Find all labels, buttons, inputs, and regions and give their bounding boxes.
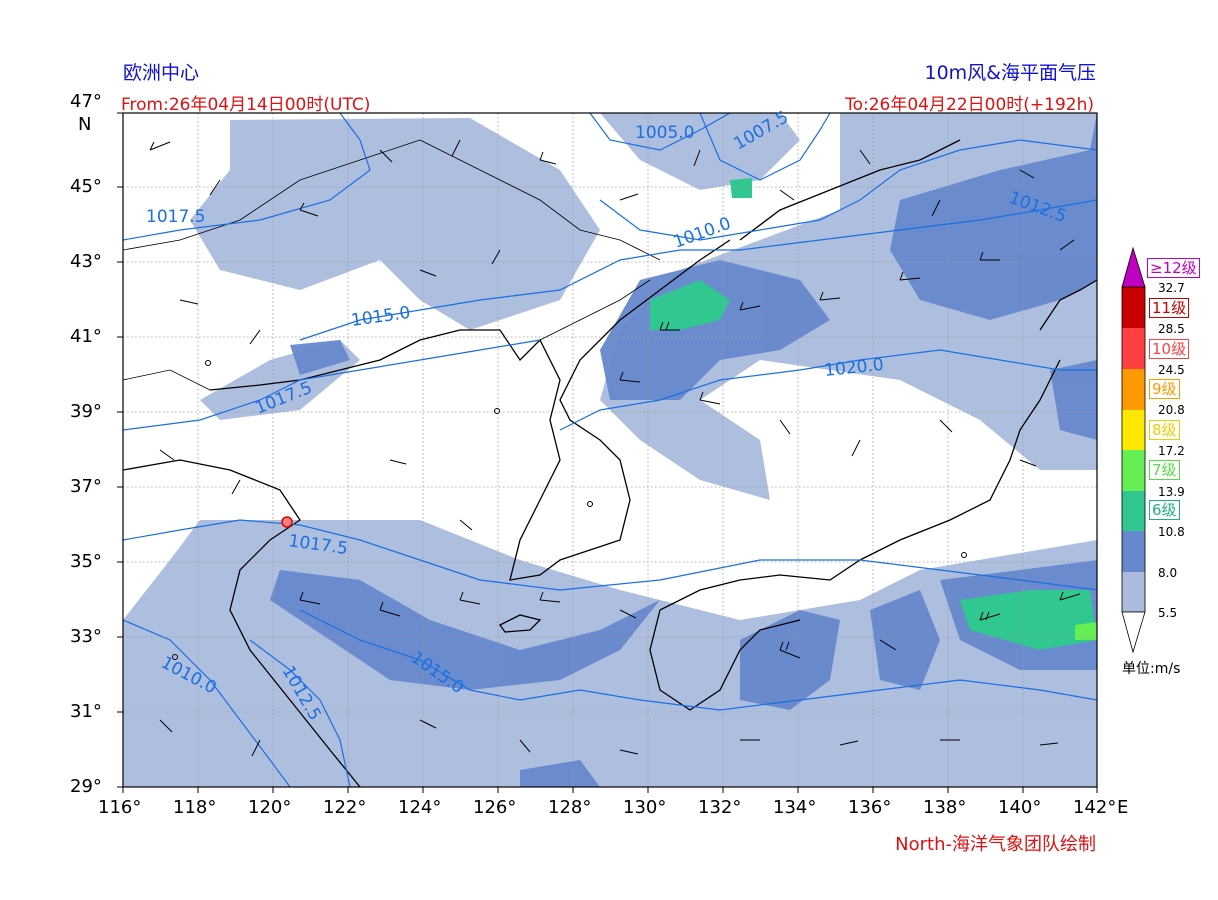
legend-threshold: 13.9 (1158, 485, 1185, 499)
legend-grade-10: 10级 (1149, 339, 1190, 359)
lon-tick: 130° (623, 797, 667, 818)
lon-tick: 126° (473, 797, 517, 818)
to-time: To:26年04月22日00时(+192h) (845, 95, 1094, 115)
wind-barbs (149, 139, 1081, 757)
legend-threshold: 10.8 (1158, 525, 1185, 539)
lat-tick: 35° (70, 551, 102, 572)
legend-grade-7: 7级 (1149, 460, 1180, 480)
lon-tick: 140° (998, 797, 1042, 818)
legend-grade-12: ≥12级 (1147, 258, 1200, 278)
legend-grade-8: 8级 (1149, 420, 1180, 440)
gridlines (123, 113, 1097, 787)
lat-tick: 31° (70, 701, 102, 722)
wind-shading-grade6 (650, 178, 1097, 650)
isobar-label: 1005.0 (635, 123, 694, 143)
legend-threshold: 32.7 (1158, 281, 1185, 295)
legend-grade-11: 11级 (1149, 298, 1190, 318)
lon-tick: 134° (773, 797, 817, 818)
legend-grade-6: 6级 (1149, 500, 1180, 520)
lon-tick: 116° (98, 797, 142, 818)
wind-shading-grade7 (1075, 622, 1097, 640)
lat-tick: 37° (70, 476, 102, 497)
city-markers (172, 360, 967, 660)
source-title: 欧洲中心 (123, 62, 200, 84)
isobars (123, 113, 1097, 787)
lon-tick: 124° (398, 797, 442, 818)
credit-text: North-海洋气象团队绘制 (895, 834, 1096, 855)
borders (123, 139, 661, 391)
legend-colorbar (1121, 246, 1146, 654)
lon-tick: 128° (548, 797, 592, 818)
lon-unit: E (1117, 797, 1129, 818)
lat-tick: 41° (70, 326, 102, 347)
lon-tick: 118° (173, 797, 217, 818)
legend-threshold: 20.8 (1158, 403, 1185, 417)
lon-tick: 132° (698, 797, 742, 818)
legend-threshold: 28.5 (1158, 322, 1185, 336)
legend-unit: 单位:m/s (1122, 661, 1181, 677)
lat-tick: 33° (70, 626, 102, 647)
legend-threshold: 5.5 (1158, 606, 1178, 620)
lon-tick: 142° (1073, 797, 1117, 818)
legend-grade-9: 9级 (1149, 379, 1180, 399)
legend-threshold: 8.0 (1158, 566, 1178, 580)
product-title: 10m风&海平面气压 (924, 62, 1096, 84)
lat-tick: 39° (70, 401, 102, 422)
lat-tick: 45° (70, 176, 102, 197)
legend-threshold: 17.2 (1158, 444, 1185, 458)
location-marker (281, 516, 293, 528)
legend-threshold: 24.5 (1158, 363, 1185, 377)
lat-tick: 43° (70, 251, 102, 272)
lon-tick: 122° (323, 797, 367, 818)
coastlines (123, 139, 1097, 787)
from-time: From:26年04月14日00时(UTC) (121, 95, 371, 115)
lat-tick: 29° (70, 776, 102, 797)
isobar-label: 1017.5 (146, 207, 205, 227)
lat-tick: 47° (70, 91, 102, 112)
lon-tick: 136° (848, 797, 892, 818)
lon-tick: 138° (923, 797, 967, 818)
lat-unit: N (78, 114, 92, 135)
lon-tick: 120° (248, 797, 292, 818)
